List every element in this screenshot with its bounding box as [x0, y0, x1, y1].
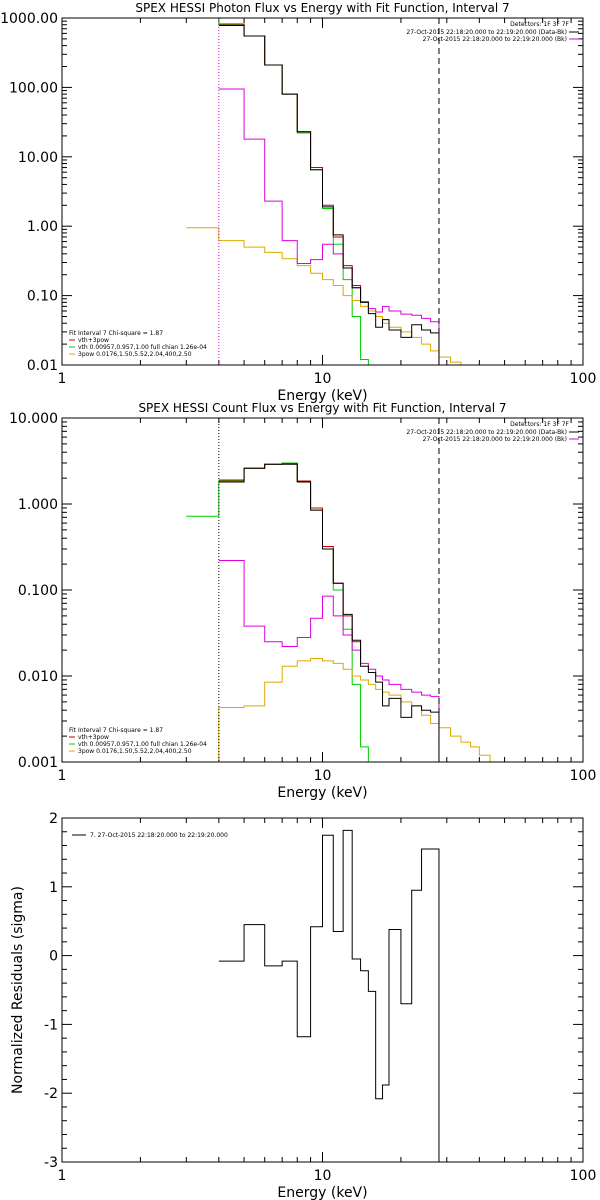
legend-entry: 3pow 0.0176,1.50,5.52,2.04,400,2.50	[78, 351, 192, 358]
legend-entry: 27-Oct-2015 22:18:20.000 to 22:19:20.000…	[406, 29, 567, 36]
y-tick-label: 1.000	[18, 497, 58, 513]
legend-entry: vth 0.00957,0.957,1.00 full chian 1.26e-…	[78, 344, 207, 351]
residuals-panel: 1 10 100 -3 -2 -1 0 1 2 Energy (keV) Normalized Re…	[10, 811, 596, 1200]
series-data	[218, 463, 440, 762]
chart-title: SPEX HESSI Count Flux vs Energy with Fit…	[138, 401, 506, 415]
series-3pow	[186, 657, 500, 762]
y-tick-label: 10.000	[9, 411, 58, 427]
x-tick-label: 10	[314, 1168, 332, 1184]
y-axis-label: Normalized Residuals (sigma)	[10, 886, 26, 1094]
y-tick-label: 0.01	[27, 358, 58, 374]
x-tick-label: 1	[58, 768, 67, 784]
y-tick-label: 0.001	[18, 755, 58, 771]
legend-entry: vth 0.00957,0.957,1.00 full chian 1.26e-…	[78, 741, 207, 748]
y-tick-label: 1.00	[27, 219, 58, 235]
y-tick-label: -2	[44, 1086, 58, 1102]
x-tick-label: 10	[314, 768, 332, 784]
y-tick-label: 2	[49, 811, 58, 827]
chart-title: SPEX HESSI Photon Flux vs Energy with Fi…	[135, 1, 509, 15]
series-total	[218, 23, 362, 302]
series-group	[218, 829, 440, 1162]
x-tick-label: 100	[570, 768, 597, 784]
y-tick-label: 0.010	[18, 669, 58, 685]
y-tick-label: 1	[49, 880, 58, 896]
legend-entry: 27-Oct-2015 22:18:20.000 to 22:19:20.000…	[406, 429, 567, 436]
series-data	[218, 24, 440, 365]
legend-entry: 7. 27-Oct-2015 22:18:20.000 to 22:19:20.…	[90, 832, 228, 839]
x-tick-label: 100	[570, 1168, 597, 1184]
series-residuals	[218, 829, 440, 1162]
plot-frame	[61, 17, 584, 366]
legend-entry: vth+3pow	[78, 734, 109, 741]
series-vth	[186, 18, 369, 365]
photon-flux-panel: SPEX HESSI Photon Flux vs Energy with Fi…	[0, 1, 596, 404]
y-tick-label: 100.00	[9, 80, 58, 96]
series-group	[186, 18, 471, 365]
x-tick-label: 1	[58, 371, 67, 387]
x-axis-label: Energy (keV)	[277, 388, 367, 404]
legend-detectors: Detectors: 1F 3F 7F	[510, 21, 569, 28]
legend-entry: 27-Oct-2015 22:18:20.000 to 22:19:20.000…	[423, 436, 567, 443]
legend-entry: 27-Oct-2015 22:18:20.000 to 22:19:20.000…	[423, 36, 567, 43]
x-axis-label: Energy (keV)	[277, 1185, 367, 1200]
legend-detectors: Detectors: 1F 3F 7F	[510, 421, 569, 428]
series-bk	[218, 88, 440, 365]
plot-frame	[61, 417, 584, 763]
series-vth	[186, 462, 369, 762]
plot-frame	[61, 817, 584, 1163]
x-tick-label: 100	[570, 371, 597, 387]
y-tick-label: 0.100	[18, 583, 58, 599]
legend-fit-header: Fit Interval 7 Chi-square = 1.87	[69, 727, 163, 734]
y-tick-label: 1000.00	[0, 11, 58, 27]
y-tick-label: 0.10	[27, 289, 58, 305]
x-axis-label: Energy (keV)	[277, 785, 367, 801]
legend-entry: 3pow 0.0176,1.50,5.52,2.04,400,2.50	[78, 748, 192, 755]
series-group	[186, 462, 500, 762]
legend-fit-header: Fit Interval 7 Chi-square = 1.87	[69, 330, 163, 337]
count-flux-panel: SPEX HESSI Count Flux vs Energy with Fit…	[9, 401, 596, 801]
y-tick-label: 10.00	[18, 150, 58, 166]
x-tick-label: 10	[314, 371, 332, 387]
y-tick-label: -1	[44, 1017, 58, 1033]
y-tick-label: -3	[44, 1155, 58, 1171]
series-3pow	[186, 227, 471, 365]
y-tick-label: 0	[49, 949, 58, 965]
legend-entry: vth+3pow	[78, 337, 109, 344]
x-tick-label: 1	[58, 1168, 67, 1184]
